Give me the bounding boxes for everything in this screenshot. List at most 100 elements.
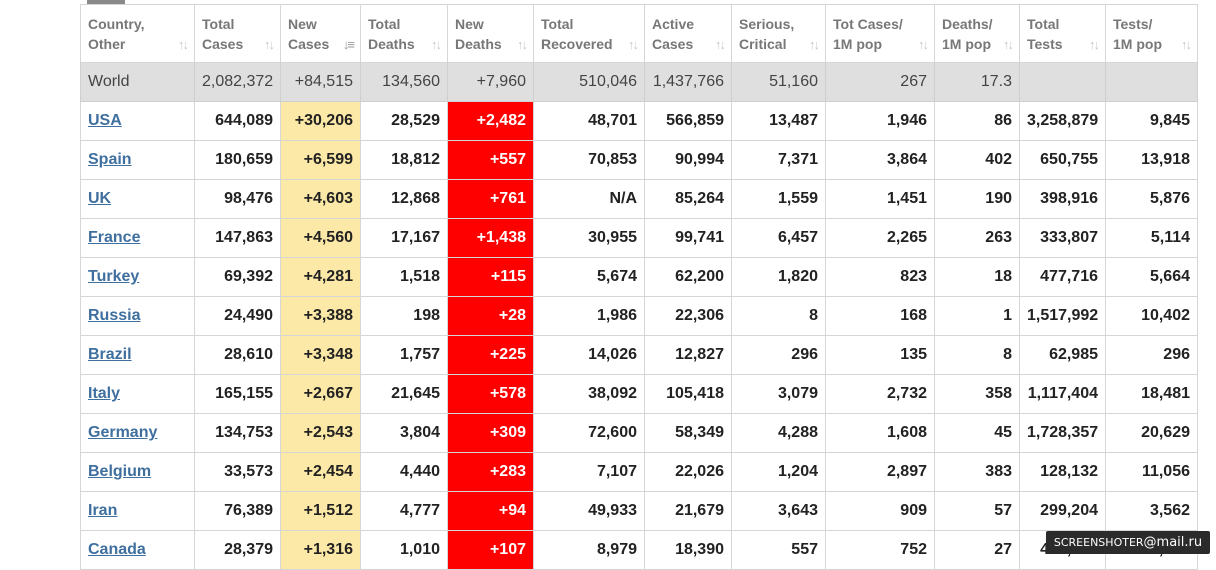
cell-country: France (80, 218, 195, 258)
country-link[interactable]: Germany (88, 424, 158, 441)
sort-arrows-icon[interactable]: ↑↓ (628, 37, 639, 52)
table-row: France 147,863 +4,560 17,167 +1,438 30,955 99,… (80, 218, 1198, 258)
column-header-total-recovered[interactable]: Total Recovered ↑↓ (533, 4, 645, 63)
table-row: Canada 28,379 +1,316 1,010 +107 8,979 18,390 55… (80, 530, 1198, 570)
country-link[interactable]: Turkey (88, 268, 140, 285)
sort-arrows-icon[interactable]: ↑↓ (1181, 37, 1192, 52)
sort-arrows-icon[interactable]: ↑↓ (517, 37, 528, 52)
sort-arrows-icon[interactable]: ↑↓ (431, 37, 442, 52)
cell-new-deaths: +578 (447, 374, 534, 414)
country-link[interactable]: Canada (88, 541, 146, 558)
cell-active-cases: 18,390 (644, 530, 732, 570)
sort-arrows-icon[interactable]: ↑↓ (918, 37, 929, 52)
column-header-total-cases[interactable]: Total Cases ↑↓ (194, 4, 281, 63)
cell-total-cases: 28,379 (194, 530, 281, 570)
column-header-new-cases[interactable]: New Cases ↓≡ (280, 4, 361, 63)
watermark-at: @ (1143, 535, 1157, 550)
column-header-total-deaths[interactable]: Total Deaths ↑↓ (360, 4, 448, 63)
country-link[interactable]: France (88, 229, 141, 246)
cell-serious-critical: 3,643 (731, 491, 826, 531)
cell-deaths-1m: 45 (934, 413, 1020, 453)
cell-tot-cases-1m: 2,897 (825, 452, 935, 492)
cell-new-deaths: +761 (447, 179, 534, 219)
column-header-label: Country, Other (88, 15, 145, 52)
column-header-new-deaths[interactable]: New Deaths ↑↓ (447, 4, 534, 63)
sort-desc-icon[interactable]: ↓≡ (342, 37, 355, 52)
cell-tests-1m: 296 (1105, 335, 1198, 375)
cell-total-cases: 28,610 (194, 335, 281, 375)
country-link[interactable]: Russia (88, 307, 141, 324)
column-header-total-tests[interactable]: Total Tests ↑↓ (1019, 4, 1106, 63)
cell-total-cases: 644,089 (194, 101, 281, 141)
sort-arrows-icon[interactable]: ↑↓ (1089, 37, 1100, 52)
cell-new-deaths: +2,482 (447, 101, 534, 141)
cell-total-tests: 650,755 (1019, 140, 1106, 180)
cell-country: Italy (80, 374, 195, 414)
column-header-tot-cases-1m[interactable]: Tot Cases/ 1M pop ↑↓ (825, 4, 935, 63)
country-link[interactable]: Belgium (88, 463, 152, 480)
cell-active-cases: 58,349 (644, 413, 732, 453)
sort-arrows-icon[interactable]: ↑↓ (178, 37, 189, 52)
cell-new-cases: +1,512 (280, 491, 361, 531)
country-link[interactable]: UK (88, 190, 112, 207)
country-link[interactable]: Brazil (88, 346, 132, 363)
column-header-label: New Cases (288, 15, 330, 52)
cell-deaths-1m: 263 (934, 218, 1020, 258)
country-link[interactable]: USA (88, 112, 122, 129)
sort-arrows-icon[interactable]: ↑↓ (264, 37, 275, 52)
cell-tot-cases-1m: 168 (825, 296, 935, 336)
cell-active-cases: 85,264 (644, 179, 732, 219)
cell-serious-critical: 557 (731, 530, 826, 570)
cell-total-deaths: 4,777 (360, 491, 448, 531)
cell-new-cases: +4,560 (280, 218, 361, 258)
table-row: Turkey 69,392 +4,281 1,518 +115 5,674 62,200 1,… (80, 257, 1198, 297)
cell-tot-cases-1m: 909 (825, 491, 935, 531)
cell-deaths-1m: 383 (934, 452, 1020, 492)
cell-total-cases: 2,082,372 (194, 62, 281, 102)
cell-tot-cases-1m: 1,451 (825, 179, 935, 219)
cell-new-cases: +84,515 (280, 62, 361, 102)
sort-arrows-icon[interactable]: ↑↓ (1003, 37, 1014, 52)
cell-country: Iran (80, 491, 195, 531)
column-header-country[interactable]: Country, Other ↑↓ (80, 4, 195, 63)
cell-total-cases: 76,389 (194, 491, 281, 531)
cell-deaths-1m: 358 (934, 374, 1020, 414)
cell-tests-1m (1105, 62, 1198, 102)
cell-total-tests (1019, 62, 1106, 102)
cell-tests-1m: 13,918 (1105, 140, 1198, 180)
cell-total-deaths: 18,812 (360, 140, 448, 180)
cell-tot-cases-1m: 1,946 (825, 101, 935, 141)
sort-arrows-icon[interactable]: ↑↓ (715, 37, 726, 52)
country-link[interactable]: Italy (88, 385, 121, 402)
table-row: Germany 134,753 +2,543 3,804 +309 72,600 58,34… (80, 413, 1198, 453)
cell-total-tests: 128,132 (1019, 452, 1106, 492)
column-header-active-cases[interactable]: Active Cases ↑↓ (644, 4, 732, 63)
column-header-serious-critical[interactable]: Serious, Critical ↑↓ (731, 4, 826, 63)
cell-country: UK (80, 179, 195, 219)
column-header-tests-1m[interactable]: Tests/ 1M pop ↑↓ (1105, 4, 1198, 63)
cell-tests-1m: 18,481 (1105, 374, 1198, 414)
cell-active-cases: 105,418 (644, 374, 732, 414)
cell-total-tests: 3,258,879 (1019, 101, 1106, 141)
table-row: Brazil 28,610 +3,348 1,757 +225 14,026 12,827 2… (80, 335, 1198, 375)
table-row: USA 644,089 +30,206 28,529 +2,482 48,701 566,8… (80, 101, 1198, 141)
cell-tests-1m: 3,562 (1105, 491, 1198, 531)
sort-arrows-icon[interactable]: ↑↓ (809, 37, 820, 52)
column-header-deaths-1m[interactable]: Deaths/ 1M pop ↑↓ (934, 4, 1020, 63)
cell-serious-critical: 1,820 (731, 257, 826, 297)
country-link[interactable]: Iran (88, 502, 118, 519)
table-row: Russia 24,490 +3,388 198 +28 1,986 22,306 8 168 1… (80, 296, 1198, 336)
cell-total-tests: 299,204 (1019, 491, 1106, 531)
cell-total-cases: 98,476 (194, 179, 281, 219)
country-link[interactable]: Spain (88, 151, 132, 168)
cell-new-cases: +30,206 (280, 101, 361, 141)
table-header-row: Country, Other ↑↓ Total Cases ↑↓ New Cases ↓≡… (80, 4, 1198, 63)
cell-new-cases: +3,348 (280, 335, 361, 375)
cell-new-cases: +6,599 (280, 140, 361, 180)
cell-new-cases: +4,281 (280, 257, 361, 297)
cell-total-recovered: 14,026 (533, 335, 645, 375)
cell-new-deaths: +107 (447, 530, 534, 570)
column-header-label: Active Cases (652, 15, 695, 52)
cell-tests-1m: 20,629 (1105, 413, 1198, 453)
cell-deaths-1m: 8 (934, 335, 1020, 375)
